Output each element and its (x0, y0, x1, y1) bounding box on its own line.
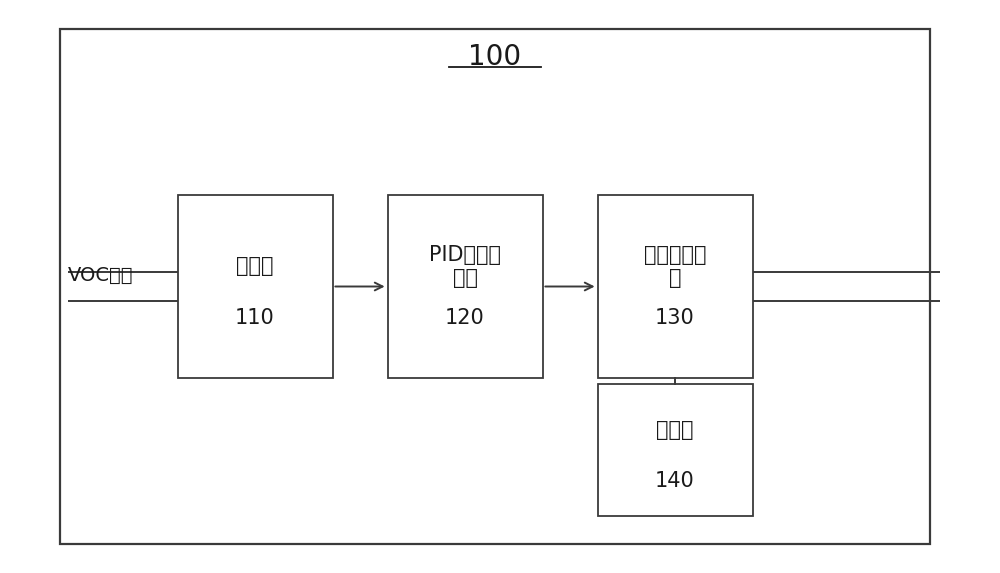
Text: 100: 100 (468, 43, 522, 71)
Text: VOC气体: VOC气体 (68, 265, 134, 285)
Text: 130: 130 (655, 308, 695, 328)
Text: PID传感器
阵列: PID传感器 阵列 (429, 245, 501, 288)
Text: 110: 110 (235, 308, 275, 328)
Bar (598, 384, 753, 516)
Bar (598, 195, 753, 378)
Bar (388, 195, 542, 378)
Text: 处理器: 处理器 (656, 420, 694, 439)
Bar (178, 195, 332, 378)
Text: 120: 120 (445, 308, 485, 328)
Bar (60, 29, 930, 544)
Text: 信号放大电
路: 信号放大电 路 (644, 245, 706, 288)
Text: 紫外灯: 紫外灯 (236, 257, 274, 276)
Text: 140: 140 (655, 472, 695, 491)
